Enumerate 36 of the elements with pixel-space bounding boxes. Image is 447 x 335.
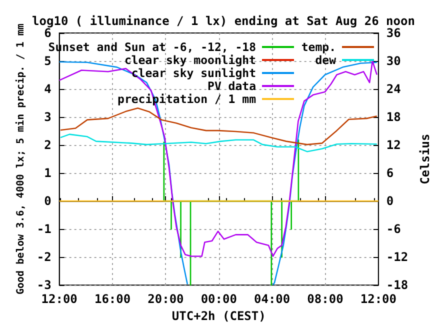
y2-tick-label: 0 <box>386 194 394 208</box>
y2-tick-label: 36 <box>386 26 401 40</box>
x-tick-label: 12:00 <box>360 292 396 306</box>
y-tick-label: 0 <box>44 194 52 208</box>
y-tick-label: 4 <box>44 82 52 96</box>
y-tick-label: -3 <box>36 278 52 292</box>
y-tick-label: 2 <box>44 138 52 152</box>
y2-tick-label: 12 <box>386 138 401 152</box>
x-axis-title: UTC+2h (CEST) <box>172 309 266 323</box>
y-axis-title: Good below 3.6, 4000 lx; 5 min precip. / 1 mm <box>14 24 26 295</box>
x-tick-label: 20:00 <box>148 292 184 306</box>
legend-label: PV data <box>208 79 256 93</box>
x-tick-label: 08:00 <box>307 292 344 306</box>
x-tick-label: 12:00 <box>41 292 78 306</box>
y2-tick-label: 6 <box>386 166 394 180</box>
y-tick-label: 3 <box>44 110 52 124</box>
y2-tick-label: -6 <box>386 222 401 236</box>
y2-tick-label: -12 <box>386 250 408 264</box>
chart-title: log10 ( illuminance / 1 lx) ending at Sat Aug 26 noon <box>32 14 415 28</box>
y-tick-label: -2 <box>36 250 52 264</box>
y2-tick-label: -18 <box>386 278 408 292</box>
x-tick-label: 16:00 <box>94 292 131 306</box>
y-tick-label: 6 <box>44 26 52 40</box>
x-tick-label: 00:00 <box>200 292 237 306</box>
y2-axis-title: Celsius <box>418 134 432 184</box>
y-tick-label: 1 <box>44 166 52 180</box>
y2-tick-label: 18 <box>386 110 401 124</box>
legend-label: clear sky sunlight <box>131 66 256 80</box>
y-tick-label: -1 <box>36 222 52 236</box>
y-tick-label: 5 <box>44 54 52 68</box>
legend-label: dew <box>315 53 336 67</box>
x-tick-label: 04:00 <box>254 292 290 306</box>
y2-tick-label: 30 <box>386 54 401 68</box>
y2-tick-label: 24 <box>386 82 401 96</box>
legend-label: temp. <box>301 40 336 54</box>
legend-label: clear sky moonlight <box>124 53 256 67</box>
